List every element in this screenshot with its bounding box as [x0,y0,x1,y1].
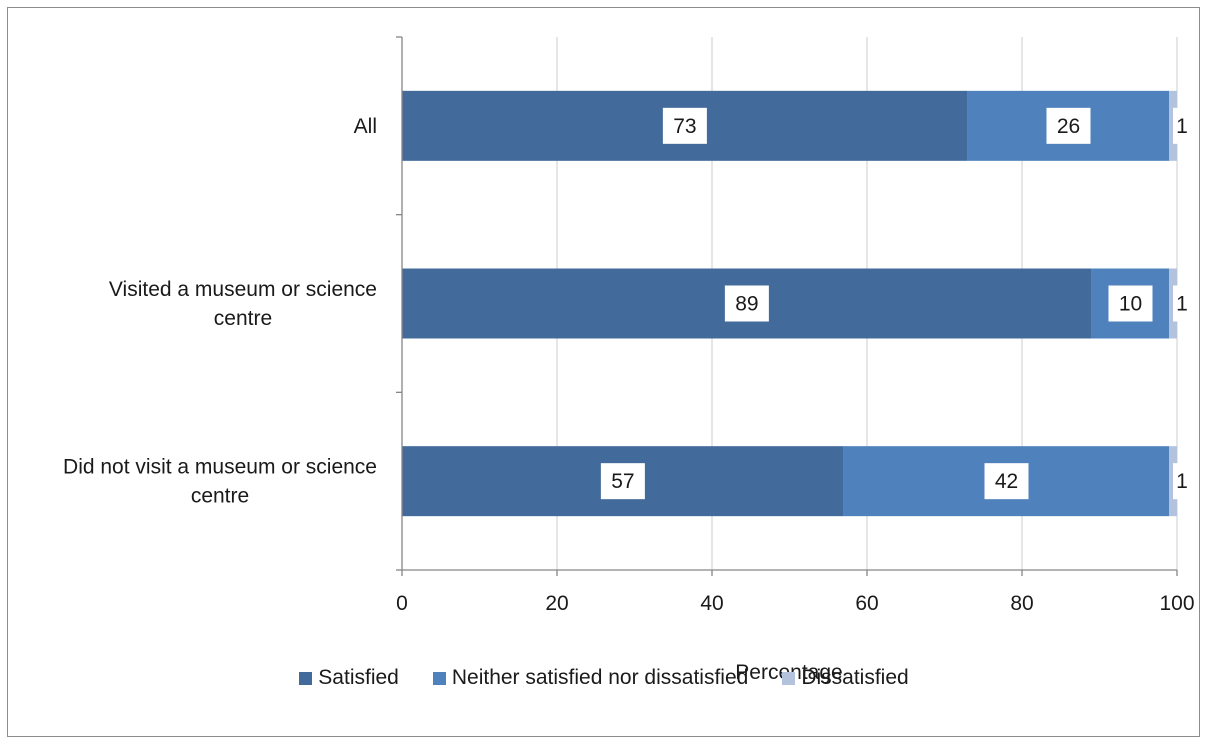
data-label: 1 [1173,107,1191,144]
data-label-text: 89 [735,293,758,316]
data-label-text: 73 [673,115,696,138]
data-label-text: 26 [1057,115,1080,138]
legend-item: Dissatisfied [782,666,909,690]
bar-group [402,90,1177,517]
data-label-text: 57 [611,470,634,493]
legend-label: Satisfied [318,666,399,689]
data-label-text: 1 [1176,293,1188,316]
x-tick-label: 20 [545,592,568,615]
data-label: 1 [1173,285,1191,322]
data-label-box [662,107,707,144]
data-label-box [1173,285,1191,322]
x-tick-label: 80 [1010,592,1033,615]
data-labels: 73 26 1 89 10 1 57 42 1 [600,107,1191,500]
data-label-box [984,463,1029,500]
legend: Satisfied Neither satisfied nor dissatisf… [0,663,1208,693]
x-tick-label: 0 [396,592,408,615]
data-label-box [724,285,769,322]
data-label-box [1108,285,1153,322]
data-label: 42 [984,463,1029,500]
category-label: All [354,115,377,138]
data-label: 26 [1046,107,1091,144]
x-tick-label: 60 [855,592,878,615]
data-label: 89 [724,285,769,322]
category-label: centre [214,307,272,330]
data-label-text: 1 [1176,115,1188,138]
legend-label: Dissatisfied [801,666,909,689]
data-label: 10 [1108,285,1153,322]
data-label: 1 [1173,463,1191,500]
legend-swatch [299,671,313,685]
data-label-box [1173,463,1191,500]
category-label: centre [191,485,249,508]
category-label: Did not visit a museum or science [63,456,377,479]
x-tick-label: 40 [700,592,723,615]
data-label-box [600,463,645,500]
data-label: 73 [662,107,707,144]
data-label-text: 1 [1176,470,1188,493]
x-tick-label: 100 [1159,592,1194,615]
data-label: 57 [600,463,645,500]
data-label-box [1173,107,1191,144]
data-label-text: 42 [995,470,1018,493]
legend-label: Neither satisfied nor dissatisfied [451,666,749,689]
legend-swatch [432,671,446,685]
category-label: Visited a museum or science [109,278,377,301]
legend-swatch [782,671,796,685]
legend-item: Neither satisfied nor dissatisfied [432,666,749,690]
legend-item: Satisfied [299,666,399,690]
axes: 0 20 40 60 80 100 All Visited a museum or scien… [63,36,1195,615]
data-label-text: 10 [1119,293,1142,316]
data-label-box [1046,107,1091,144]
